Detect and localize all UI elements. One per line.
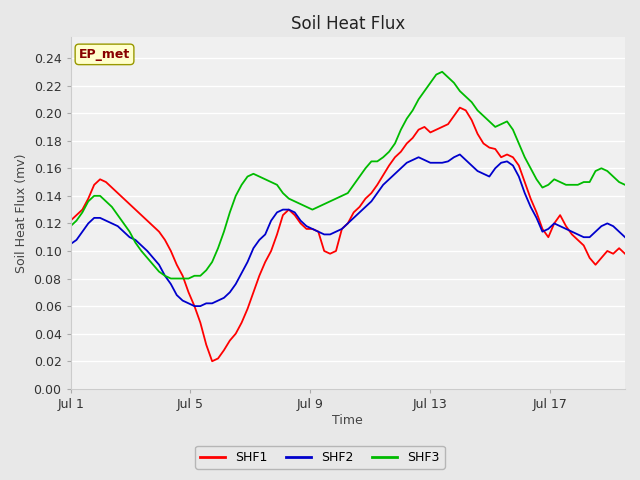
- Y-axis label: Soil Heat Flux (mv): Soil Heat Flux (mv): [15, 153, 28, 273]
- Text: EP_met: EP_met: [79, 48, 130, 61]
- Title: Soil Heat Flux: Soil Heat Flux: [291, 15, 405, 33]
- Legend: SHF1, SHF2, SHF3: SHF1, SHF2, SHF3: [195, 446, 445, 469]
- X-axis label: Time: Time: [332, 414, 363, 427]
